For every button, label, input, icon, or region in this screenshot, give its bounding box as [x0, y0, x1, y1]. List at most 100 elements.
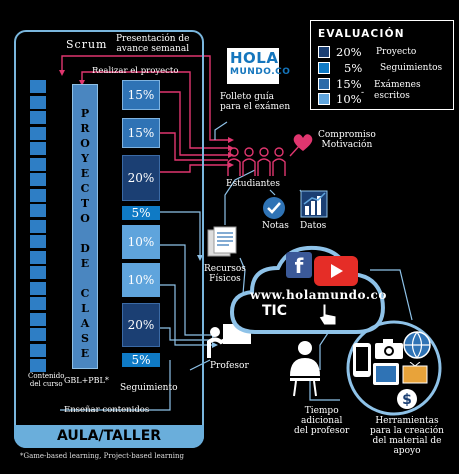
proyecto-letter: O: [80, 137, 90, 150]
contenido-line: Contenido: [28, 372, 65, 380]
scrum-desc-line: Presentación de: [116, 34, 190, 44]
proyecto-letter: C: [80, 182, 90, 195]
herramientas-line: del material de: [372, 436, 442, 446]
course-content-cell: [30, 235, 46, 248]
svg-text:$: $: [402, 392, 412, 408]
recursos-line: Físicos: [209, 274, 241, 284]
ensenar-label: Enseñar contenidos: [64, 405, 150, 415]
course-content-cell: [30, 188, 46, 202]
realizar-label: Realizar el proyecto: [92, 66, 179, 76]
students-icon: [227, 147, 286, 176]
herramientas-line: para la creación: [370, 426, 444, 436]
proyecto-letter: E: [80, 257, 90, 270]
compromiso-line: Motivación: [321, 140, 373, 150]
herramientas-label: Herramientas para la creación del materi…: [370, 416, 444, 456]
evaluation-legend-box: [310, 20, 454, 110]
proyecto-letter: P: [80, 107, 90, 120]
legend-swatch: [318, 62, 330, 74]
course-content-cell: [30, 297, 46, 310]
logo-line-1: HOLA: [230, 49, 279, 67]
money-icon: $: [397, 389, 417, 409]
proyecto-letter: O: [80, 212, 90, 225]
bar-chart-icon: [300, 190, 328, 218]
footnote: *Game-based learning, Project-based lear…: [20, 452, 185, 460]
scrum-title: Scrum: [66, 38, 108, 51]
notas-label: Notas: [262, 221, 289, 231]
scrum-desc: Presentación de avance semanal: [116, 34, 190, 54]
course-content-cell: [30, 173, 46, 186]
logo-line-2: MUNDO.CO: [230, 67, 291, 77]
legend-label: Seguimientos: [380, 63, 443, 73]
heart-icon: [293, 134, 313, 151]
folleto-line: para el exámen: [220, 102, 291, 112]
gbl-pbl-label: GBL+PBL*: [64, 376, 109, 385]
facebook-icon: f: [286, 252, 312, 278]
tv-icon: [402, 362, 428, 384]
course-content-cell: [30, 312, 46, 326]
course-content-cell: [30, 126, 46, 140]
proyecto-letter: R: [80, 122, 90, 135]
course-content-cell: [30, 219, 46, 233]
documents-icon: [207, 226, 237, 257]
contenido-label: Contenido del curso: [28, 372, 64, 388]
proyecto-letter: C: [80, 287, 90, 300]
course-content-cell: [30, 157, 46, 171]
recursos-label: Recursos Físicos: [204, 264, 246, 284]
course-content-cell: [30, 343, 46, 357]
herramientas-line: Herramientas: [375, 416, 439, 426]
course-content-cell: [30, 204, 46, 217]
pct-block: 15%: [122, 80, 160, 110]
proyecto-letter: L: [81, 302, 89, 315]
compromiso-line: Compromiso: [318, 130, 376, 140]
recursos-line: Recursos: [204, 264, 246, 274]
proyecto-letter: Y: [81, 152, 89, 165]
course-content-cell: [30, 266, 46, 279]
proyecto-letter: E: [80, 347, 90, 360]
pct-block: 20%: [122, 303, 160, 347]
datos-label: Datos: [300, 221, 327, 231]
course-content-cell: [30, 80, 46, 93]
course-content-cell: [30, 142, 46, 155]
proyecto-letter: S: [81, 332, 89, 345]
aula-label: AULA/TALLER: [14, 425, 204, 448]
evaluation-title: EVALUACIÓN: [318, 28, 405, 40]
tools-circle: [346, 320, 442, 416]
legend-dash: -: [361, 88, 365, 98]
legend-swatch: [318, 46, 330, 58]
pct-block: 20%: [122, 155, 160, 201]
legend-swatch: [318, 93, 330, 105]
check-icon: [263, 197, 285, 219]
tiempo-line: Tiempo: [304, 406, 339, 416]
tiempo-label: Tiempo adicional del profesor: [294, 406, 349, 436]
legend-label-2: escritos: [374, 91, 410, 101]
camera-icon: [375, 339, 403, 359]
course-content-cell: [30, 250, 46, 264]
globe-icon: [403, 331, 431, 359]
tiempo-line: del profesor: [294, 426, 350, 436]
pct-block: 5%: [122, 206, 160, 220]
folleto-label: Folleto guía para el exámen: [220, 92, 290, 112]
course-content-cell: [30, 111, 46, 124]
scrum-desc-line: avance semanal: [116, 44, 190, 54]
website-url: www.holamundo.co: [250, 288, 387, 302]
pct-block: 10%: [122, 263, 160, 297]
proyecto-letter: A: [80, 317, 90, 330]
legend-label: Exámenes: [374, 80, 421, 90]
seguimiento-label: Seguimiento: [120, 383, 178, 393]
legend-pct: 5%: [344, 61, 363, 75]
course-content-cell: [30, 281, 46, 295]
profesor-label: Profesor: [210, 361, 249, 371]
legend-swatch: [318, 78, 330, 90]
contenido-line: del curso: [29, 380, 63, 388]
pct-block: 10%: [122, 225, 160, 259]
teacher-at-desk-icon: [290, 341, 320, 397]
holamundo-logo: HOLA MUNDO.CO: [227, 48, 290, 84]
tablet-icon: [373, 363, 399, 385]
course-content-cell: [30, 95, 46, 109]
folleto-line: Folleto guía: [220, 92, 274, 102]
legend-pct: 10%: [336, 92, 362, 106]
estudiantes-label: Estudiantes: [226, 179, 280, 189]
